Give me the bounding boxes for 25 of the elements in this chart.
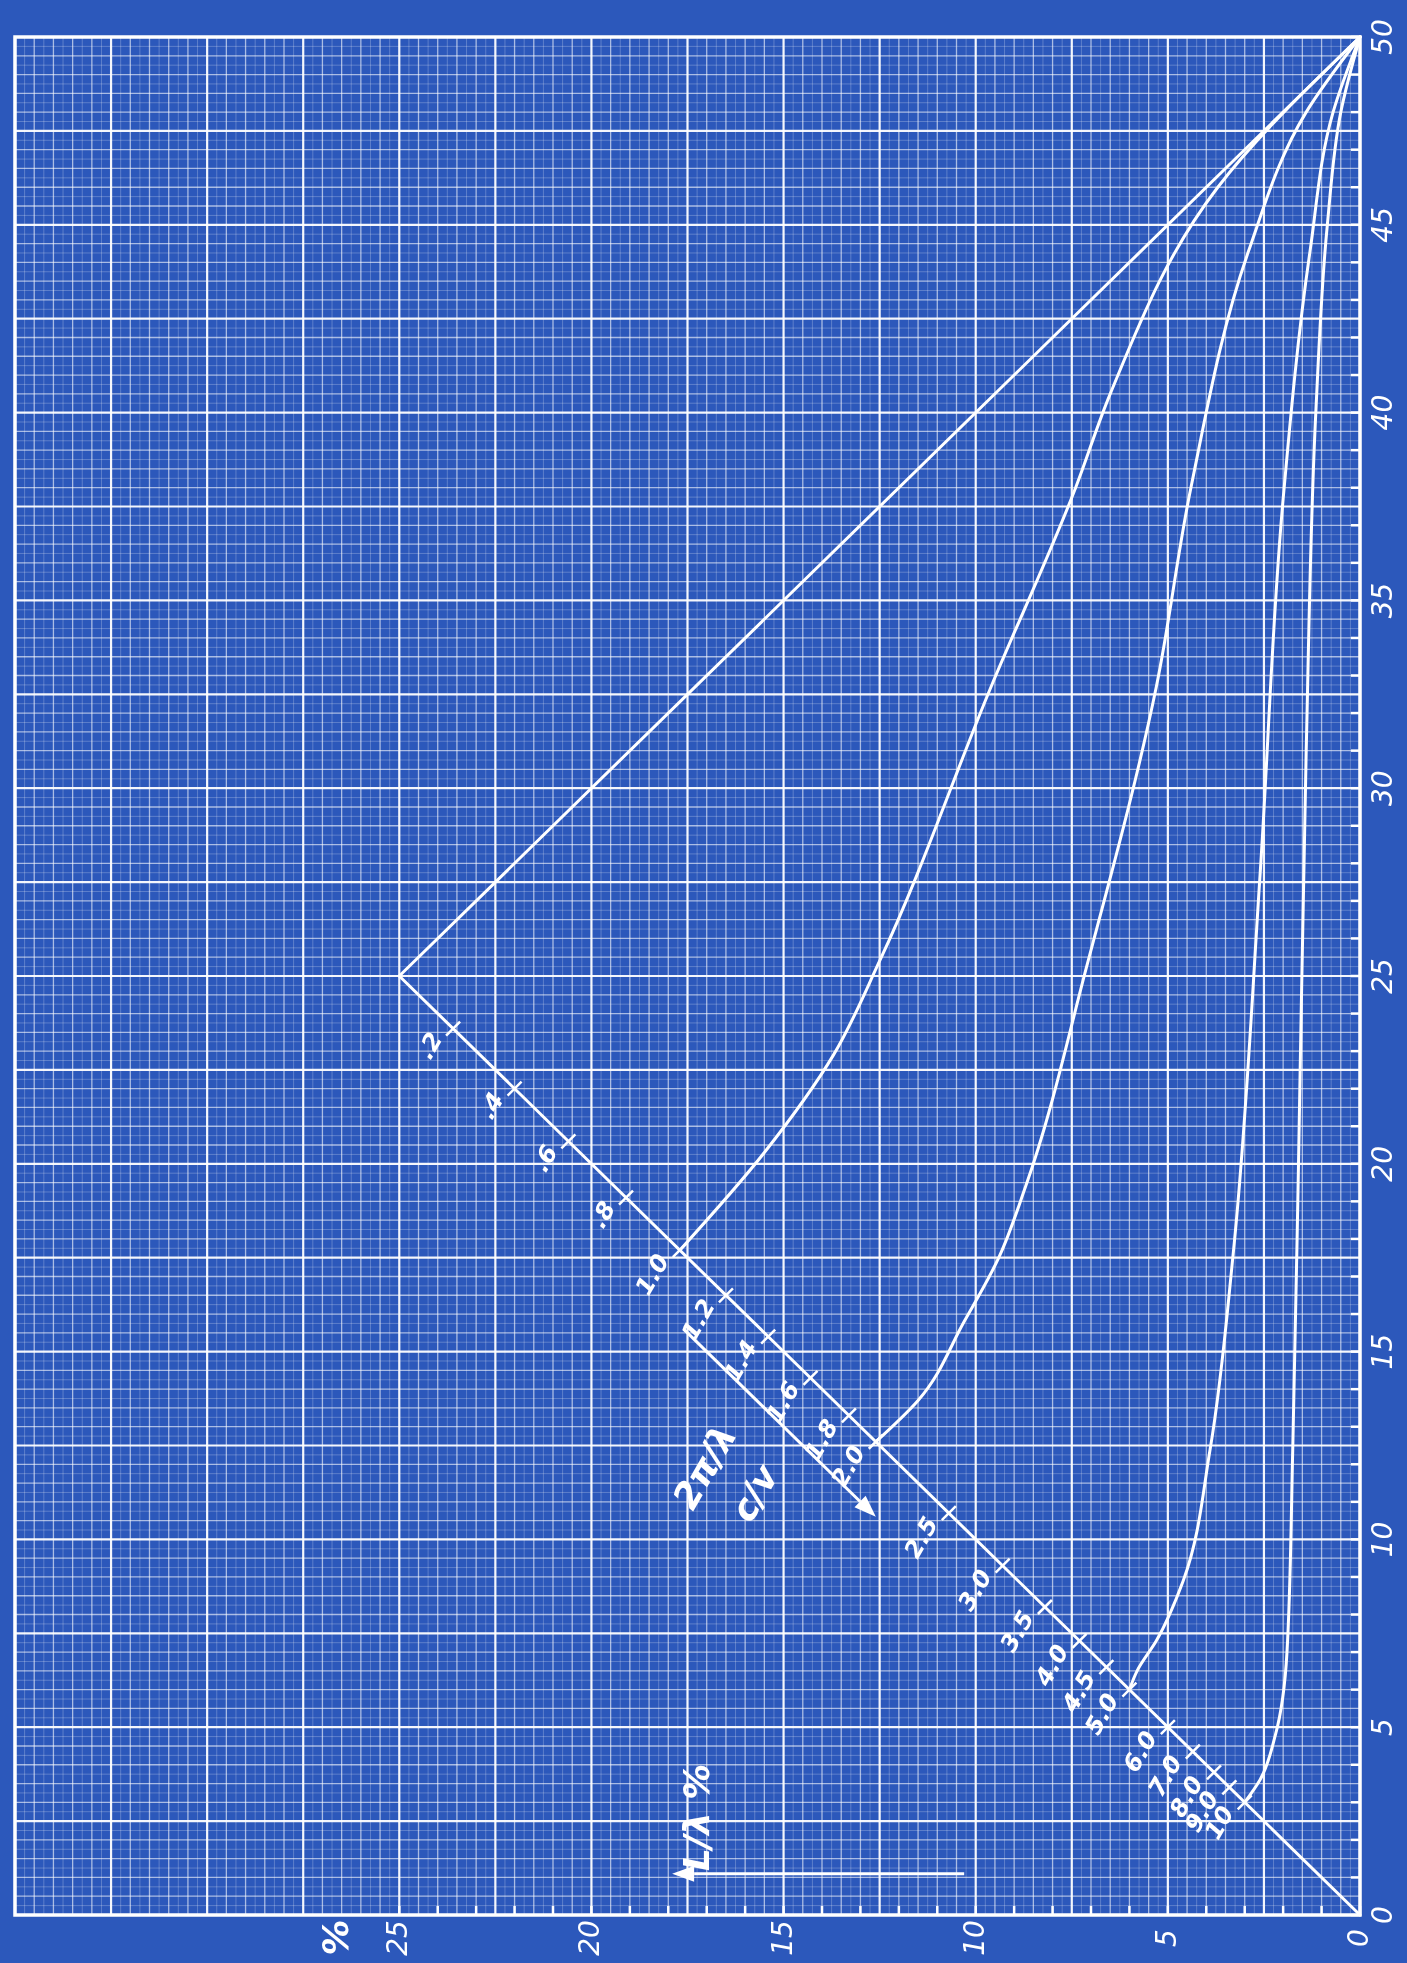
x-tick-label: 15: [765, 1920, 799, 1956]
annotation: .4: [472, 1087, 510, 1125]
annotation: .2: [411, 1027, 449, 1064]
x-tick-label: 25: [381, 1920, 415, 1956]
x-tick-label: 10: [957, 1920, 991, 1956]
x-tick-label: 5: [1149, 1929, 1183, 1947]
y-tick-label: 0: [1366, 1906, 1399, 1924]
x-tick-label: 0: [1342, 1929, 1375, 1947]
y-tick-label: 35: [1366, 582, 1399, 619]
annotation: .8: [584, 1196, 622, 1233]
y-tick-label: 20: [1366, 1145, 1399, 1182]
y-tick-label: 15: [1366, 1333, 1399, 1370]
text: %: [314, 1919, 356, 1956]
y-tick-label: 5: [1366, 1718, 1399, 1737]
annotation: L/λ %: [676, 1763, 718, 1872]
y-tick-label: 50: [1366, 19, 1399, 55]
annotation: .6: [526, 1140, 564, 1177]
x-tick-label: 20: [573, 1920, 607, 1956]
y-tick-label: 25: [1366, 958, 1399, 994]
annotation: c/v: [722, 1456, 788, 1529]
y-tick-label: 10: [1366, 1521, 1399, 1558]
y-tick-label: 45: [1366, 206, 1399, 243]
y-tick-label: 40: [1366, 394, 1399, 431]
y-tick-label: 30: [1366, 770, 1399, 807]
annotation: 1.2: [675, 1294, 722, 1346]
